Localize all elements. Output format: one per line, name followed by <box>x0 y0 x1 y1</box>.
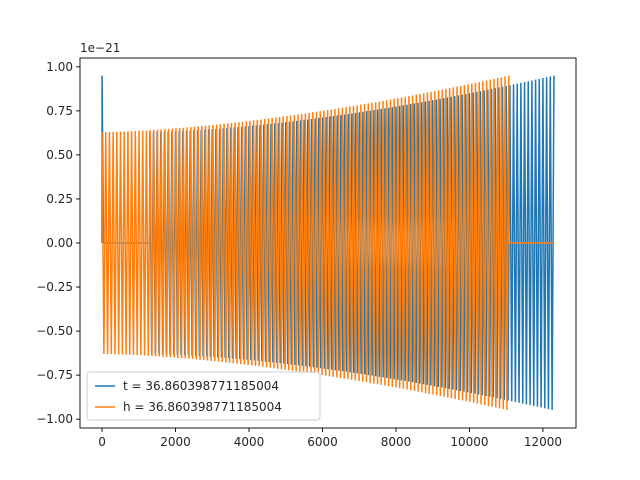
x-tick-label: 6000 <box>307 435 338 449</box>
x-tick-label: 12000 <box>524 435 562 449</box>
y-tick-label: −0.25 <box>36 280 73 294</box>
y-tick-label: 0.75 <box>46 104 73 118</box>
x-tick-label: 2000 <box>160 435 191 449</box>
y-tick-label: −0.75 <box>36 368 73 382</box>
x-tick-label: 0 <box>98 435 106 449</box>
x-tick-label: 4000 <box>234 435 265 449</box>
y-tick-label: 0.25 <box>46 192 73 206</box>
y-offset-text: 1e−21 <box>80 41 120 55</box>
x-axis: 0 2000 4000 6000 8000 10000 12000 <box>98 428 562 449</box>
legend: t = 36.860398771185004 h = 36.86039877118… <box>86 371 321 421</box>
y-tick-label: 1.00 <box>46 60 73 74</box>
legend-frame <box>86 371 321 421</box>
y-axis: 1.00 0.75 0.50 0.25 0.00 −0.25 −0.50 −0.75 −1.00 <box>36 60 80 426</box>
x-tick-label: 8000 <box>381 435 412 449</box>
y-tick-label: 0.00 <box>46 236 73 250</box>
x-tick-label: 10000 <box>450 435 488 449</box>
legend-label: h = 36.860398771185004 <box>123 400 282 414</box>
y-tick-label: −0.50 <box>36 324 73 338</box>
y-tick-label: −1.00 <box>36 412 73 426</box>
y-tick-label: 0.50 <box>46 148 73 162</box>
legend-label: t = 36.860398771185004 <box>123 379 279 393</box>
plot-area <box>79 57 577 429</box>
